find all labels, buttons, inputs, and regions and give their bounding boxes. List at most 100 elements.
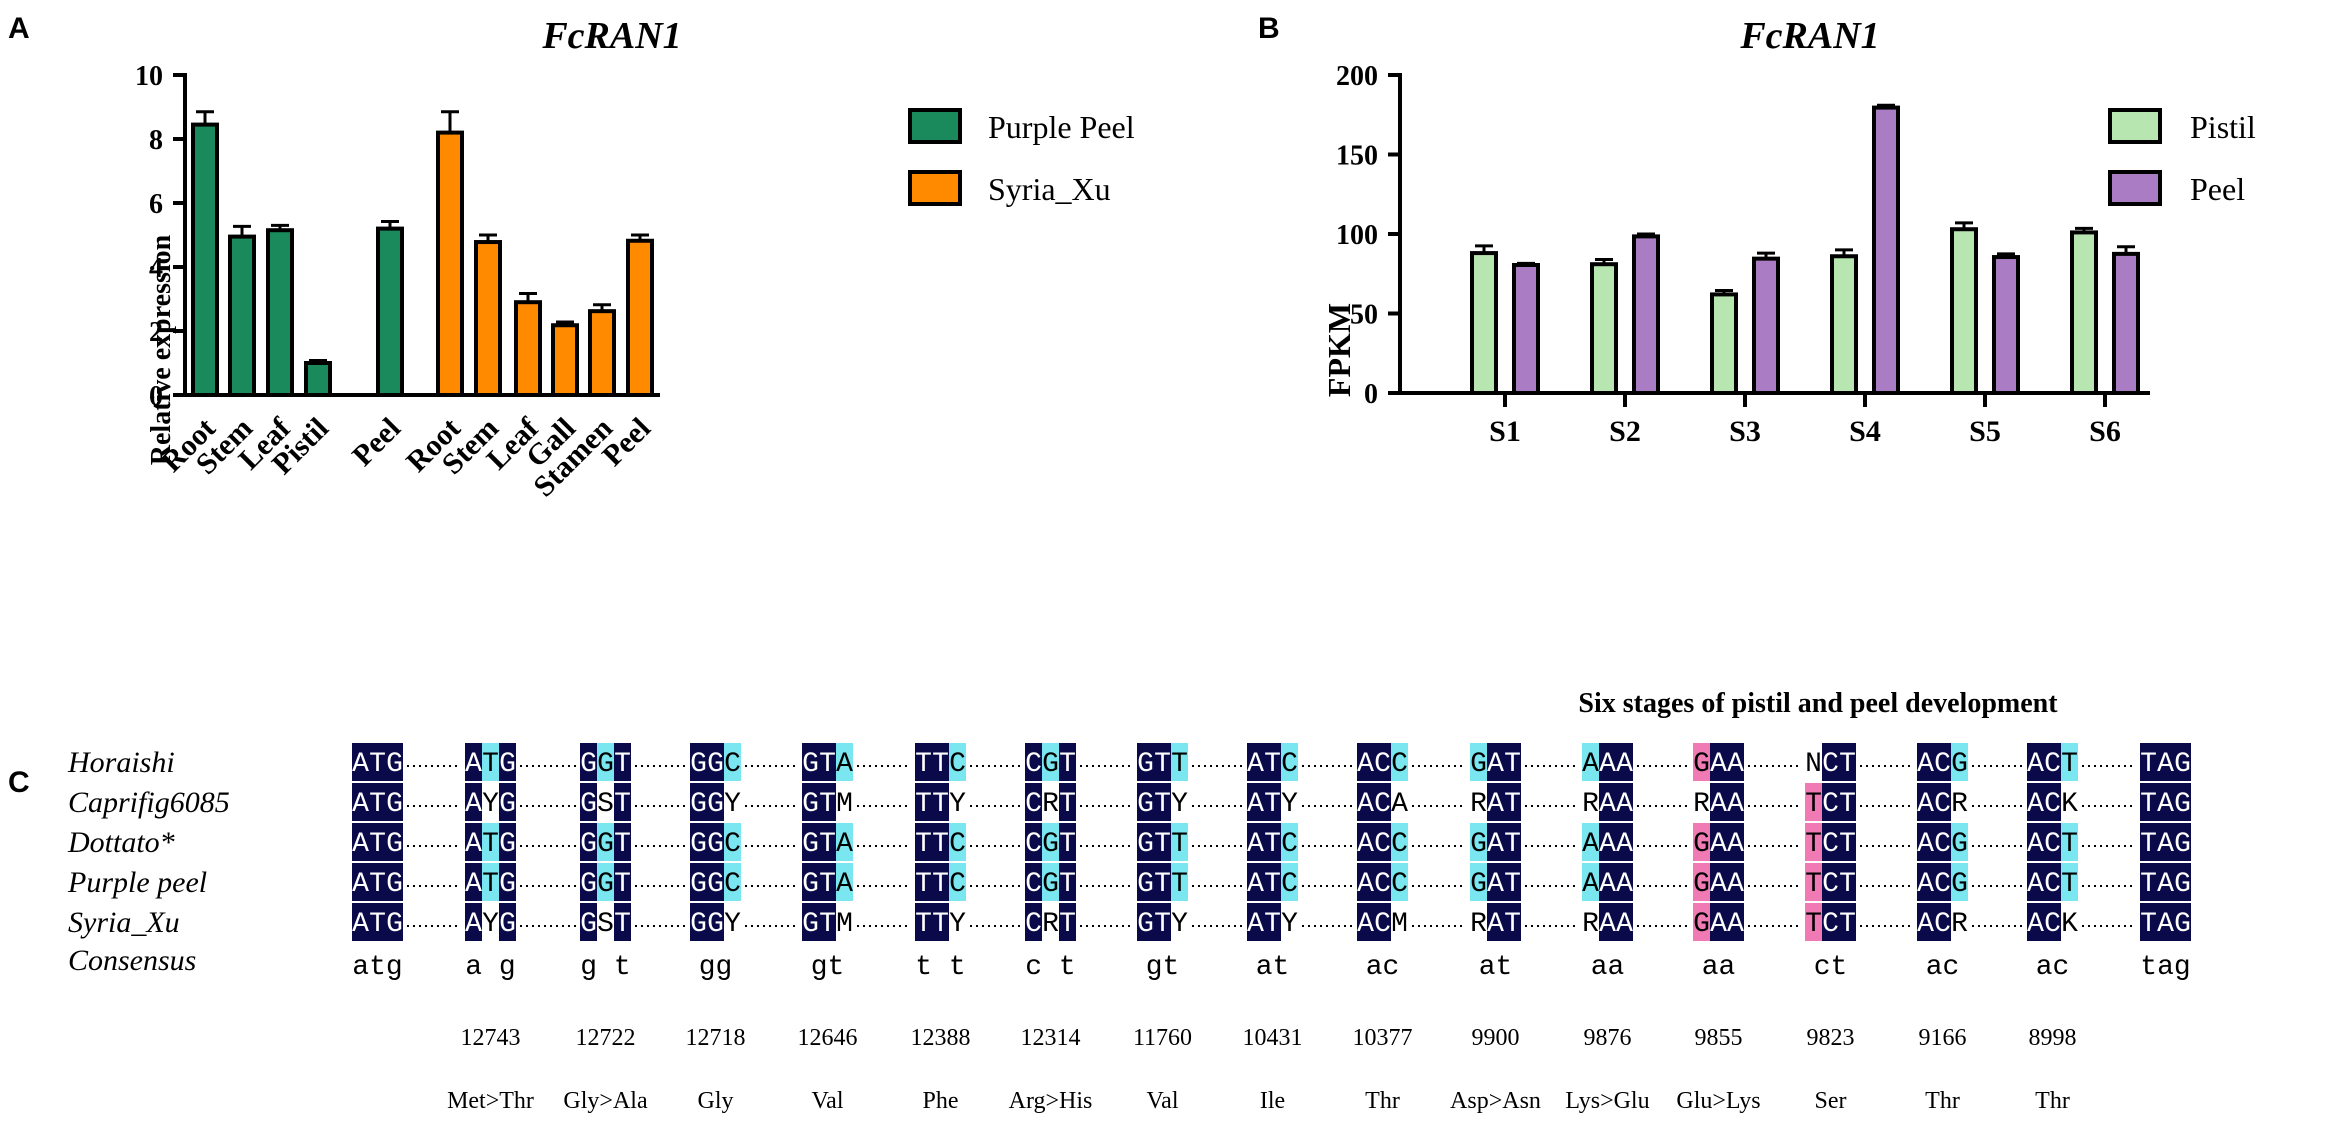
alignment-base: A (1487, 749, 1504, 780)
alignment-cell (724, 863, 741, 901)
alignment-cell (580, 863, 597, 901)
amino-acid-label: Ile (1260, 1088, 1285, 1114)
alignment-cell (386, 783, 403, 821)
alignment-base: G (2174, 869, 2191, 900)
alignment-base: T (1264, 789, 1281, 820)
alignment-cell (2140, 863, 2157, 901)
alignment-base: C (1391, 829, 1408, 860)
position-label: 9900 (1472, 1025, 1520, 1051)
alignment-cell (1247, 823, 1264, 861)
alignment-base: C (1822, 829, 1839, 860)
alignment-cell (2140, 743, 2157, 781)
alignment-base: G (1693, 909, 1710, 940)
alignment-base: T (819, 789, 836, 820)
alignment-base: T (482, 869, 499, 900)
alignment-base: C (1374, 829, 1391, 860)
bar-peel-s4 (1872, 105, 1900, 395)
position-label: 9855 (1695, 1025, 1743, 1051)
alignment-cell (932, 863, 949, 901)
alignment-base: G (580, 789, 597, 820)
alignment-cell (1487, 823, 1504, 861)
position-label: 12388 (911, 1025, 971, 1051)
alignment-cell (1693, 863, 1710, 901)
consensus-sequence: tag (2140, 952, 2190, 983)
alignment-cell (836, 823, 853, 861)
chart-b-category-label: S4 (1849, 415, 1881, 448)
alignment-base: C (1934, 789, 1951, 820)
alignment-cell (369, 823, 386, 861)
alignment-cell (707, 903, 724, 941)
position-label: 12743 (461, 1025, 521, 1051)
alignment-base: K (2061, 909, 2078, 940)
alignment-cell (1042, 863, 1059, 901)
alignment-cell (1710, 823, 1727, 861)
alignment-base: G (580, 829, 597, 860)
alignment-cell (1839, 863, 1856, 901)
alignment-cell (802, 863, 819, 901)
alignment-base: Y (1171, 909, 1188, 940)
consensus-sequence: aa (1591, 952, 1625, 983)
alignment-base: G (1137, 789, 1154, 820)
alignment-cell (2140, 783, 2157, 821)
alignment-cell (2044, 743, 2061, 781)
alignment-cell (499, 823, 516, 861)
alignment-base: T (932, 829, 949, 860)
alignment-cell (352, 743, 369, 781)
alignment-cell (802, 743, 819, 781)
alignment-base: S (597, 789, 614, 820)
position-label: 12718 (686, 1025, 746, 1051)
alignment-cell (819, 783, 836, 821)
alignment-base: C (2044, 749, 2061, 780)
amino-acid-label: Phe (923, 1088, 959, 1114)
alignment-base: A (2157, 829, 2174, 860)
alignment-cell (1171, 823, 1188, 861)
consensus-sequence: aa (1702, 952, 1736, 983)
alignment-base: G (802, 869, 819, 900)
alignment-cell (465, 863, 482, 901)
alignment-base: A (1487, 909, 1504, 940)
alignment-base: G (580, 909, 597, 940)
alignment-cell (2157, 863, 2174, 901)
alignment-base: T (614, 749, 631, 780)
alignment-base: C (1822, 789, 1839, 820)
alignment-cell (1727, 783, 1744, 821)
bar-pistil-s4 (1830, 254, 1858, 396)
alignment-base: T (482, 749, 499, 780)
chart-b-xlabel: Six stages of pistil and peel developmen… (1578, 688, 2058, 719)
alignment-cell (1391, 743, 1408, 781)
consensus-sequence: ac (1366, 952, 1400, 983)
alignment-cell (1805, 863, 1822, 901)
alignment-base: G (707, 749, 724, 780)
amino-acid-label: Gly>Ala (563, 1088, 648, 1114)
alignment-cell (724, 823, 741, 861)
alignment-cell (819, 903, 836, 941)
alignment-cell (1391, 863, 1408, 901)
alignment-base: T (1154, 909, 1171, 940)
alignment-cell (915, 743, 932, 781)
alignment-cell (1357, 863, 1374, 901)
alignment-base: T (1805, 829, 1822, 860)
alignment-base: G (1693, 869, 1710, 900)
alignment-cell (1917, 903, 1934, 941)
alignment-base: C (1281, 869, 1298, 900)
chart-a-ytick-label: 8 (149, 125, 163, 156)
alignment-cell (1154, 823, 1171, 861)
chart-b-ytick-label: 150 (1336, 141, 1378, 172)
alignment-cell (1137, 743, 1154, 781)
alignment-cell (1822, 783, 1839, 821)
alignment-base: Y (949, 909, 966, 940)
alignment-base: T (1059, 829, 1076, 860)
alignment-base: T (1839, 869, 1856, 900)
bar-syria-xu-stamen (588, 309, 616, 397)
alignment-cell (1154, 903, 1171, 941)
alignment-base: G (802, 909, 819, 940)
alignment-base: T (819, 869, 836, 900)
alignment-cell (690, 863, 707, 901)
alignment-base: T (1264, 909, 1281, 940)
panel-letter-b: B (1258, 12, 1280, 45)
alignment-base: T (1154, 829, 1171, 860)
amino-acid-label: Lys>Glu (1565, 1088, 1649, 1114)
alignment-cell (1357, 903, 1374, 941)
amino-acid-label: Gly (698, 1088, 734, 1114)
